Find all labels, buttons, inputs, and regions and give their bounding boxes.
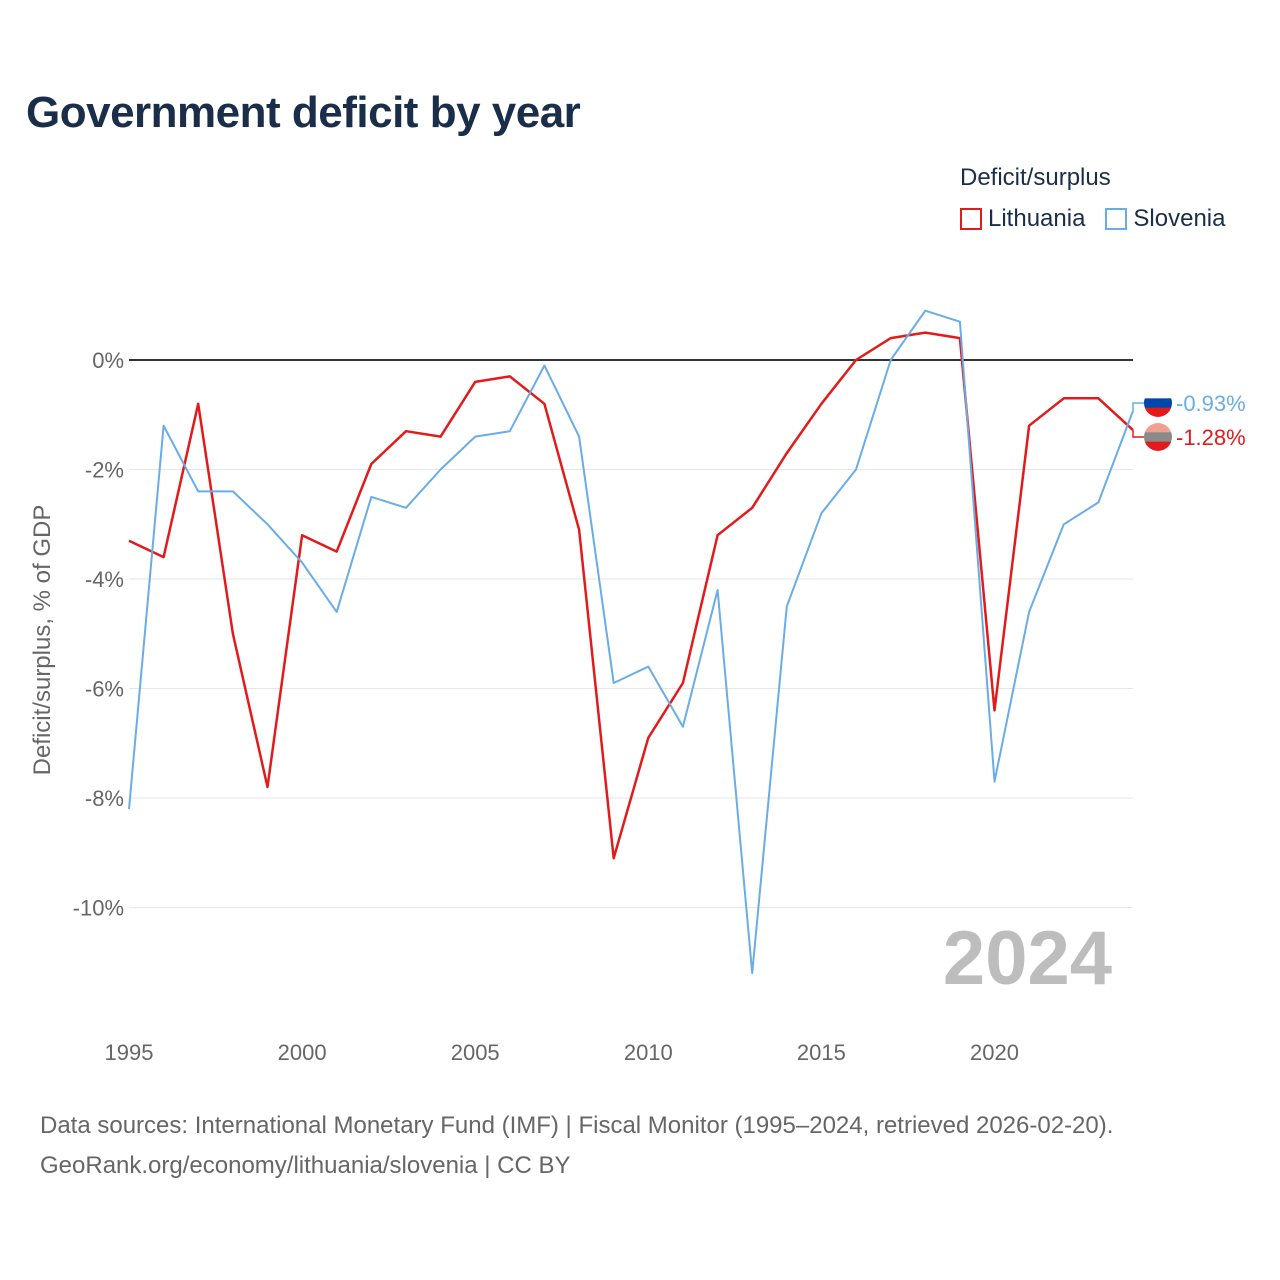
flag-icon-lithuania [1144, 423, 1172, 451]
x-tick-label: 2020 [970, 1040, 1019, 1065]
y-tick-label: -10% [73, 896, 124, 921]
legend-item-slovenia[interactable]: Slovenia [1105, 205, 1225, 233]
x-tick-label: 1995 [105, 1040, 154, 1065]
legend-swatch-slovenia [1105, 208, 1128, 230]
source-line: Data sources: International Monetary Fun… [40, 1112, 1114, 1139]
legend-title: Deficit/surplus [960, 164, 1111, 191]
y-tick-label: -8% [85, 786, 124, 811]
chart-area: 0% -2% -4% -6% -8% -10% 1995 2000 2005 2010 2015 20… [29, 309, 1246, 1065]
y-tick-label: -4% [85, 567, 124, 592]
x-tick-label: 2000 [278, 1040, 327, 1065]
legend: Lithuania Slovenia [960, 205, 1225, 233]
y-tick-label: -2% [85, 458, 124, 483]
connector-slovenia [1132, 402, 1144, 411]
connector-lithuania [1132, 430, 1144, 438]
series-line-slovenia [128, 309, 1134, 975]
source-url[interactable]: GeoRank.org/economy/lithuania/slovenia |… [40, 1152, 571, 1179]
end-label-slovenia: -0.93% [1176, 391, 1246, 416]
source-note: Data sources: International Monetary Fun… [40, 1106, 1113, 1186]
y-tick-label: -6% [85, 677, 124, 702]
y-tick-label: 0% [92, 348, 124, 373]
flag-icon-slovenia [1144, 389, 1172, 417]
year-watermark: 2024 [943, 916, 1112, 1001]
x-tick-label: 2005 [451, 1040, 500, 1065]
y-axis-label: Deficit/surplus, % of GDP [29, 505, 56, 776]
series-line-lithuania [128, 331, 1134, 860]
legend-swatch-lithuania [960, 208, 982, 230]
x-tick-label: 2015 [797, 1040, 846, 1065]
legend-label-slovenia: Slovenia [1133, 205, 1226, 232]
x-tick-label: 2010 [624, 1040, 673, 1065]
end-label-lithuania: -1.28% [1176, 425, 1246, 450]
legend-item-lithuania[interactable]: Lithuania [960, 205, 1085, 233]
legend-label-lithuania: Lithuania [988, 205, 1086, 232]
chart-title: Government deficit by year [26, 88, 581, 137]
